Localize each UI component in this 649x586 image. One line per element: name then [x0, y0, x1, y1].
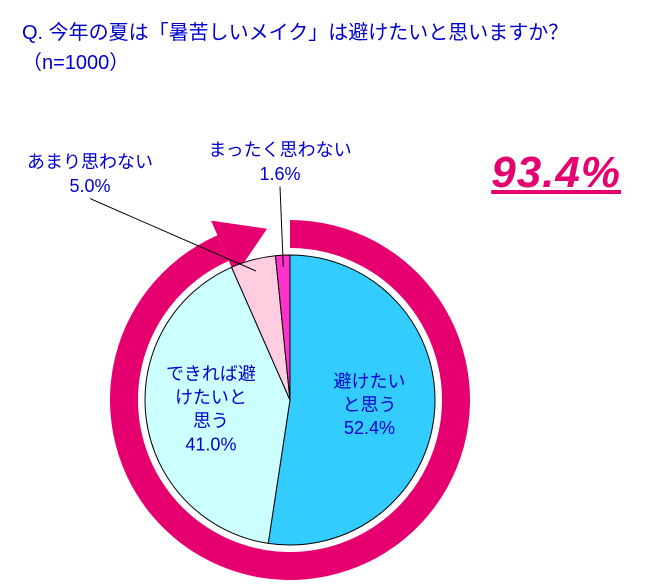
- pie-chart: 避けたいと思う 52.4% できれば避けたいと思う 41.0%: [0, 0, 649, 581]
- slice-label: 52.4%: [344, 418, 395, 438]
- slice-label: と思う: [343, 395, 397, 415]
- pie-svg: 避けたいと思う 52.4% できれば避けたいと思う 41.0%: [0, 0, 649, 581]
- slice-external-label: あまり思わない5.0%: [27, 150, 153, 199]
- slice-label: けたいと: [175, 388, 247, 408]
- slice-label: 41.0%: [185, 434, 236, 454]
- slice-external-label: まったく思わない1.6%: [208, 138, 351, 187]
- slice-label: 避けたい: [334, 371, 406, 391]
- slice-label: できれば避: [166, 364, 256, 384]
- slice-label: 思う: [193, 411, 229, 431]
